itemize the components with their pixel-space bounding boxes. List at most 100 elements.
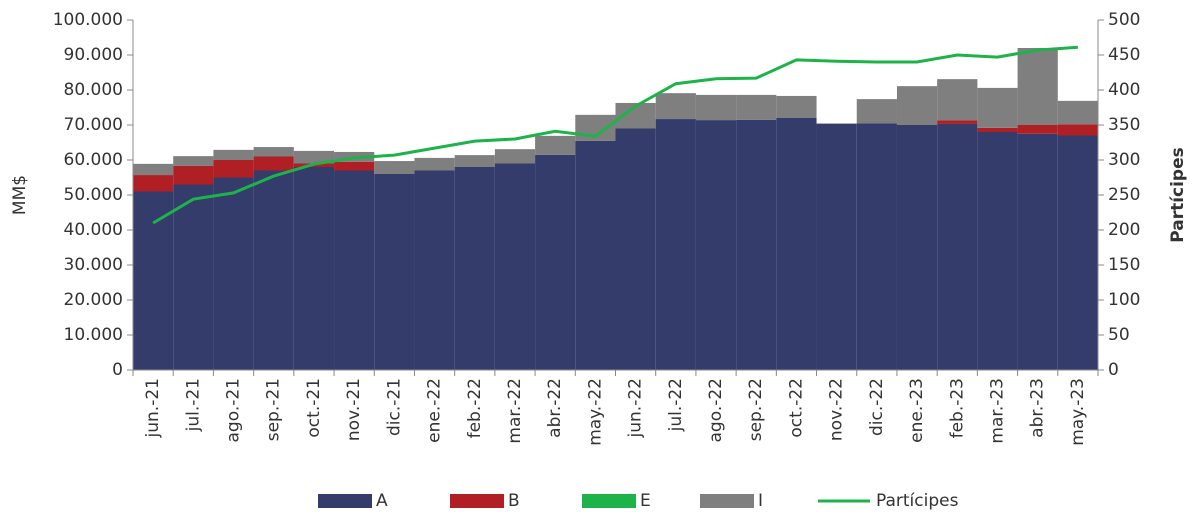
bar-segment	[374, 174, 415, 370]
bar-segment	[856, 123, 897, 370]
x-tick-label: may.-22	[585, 378, 605, 446]
legend-label: I	[758, 491, 763, 511]
x-tick-label: nov.-22	[827, 378, 847, 441]
x-tick-label: sep.-21	[264, 378, 284, 441]
bar-segment	[334, 170, 375, 370]
bar-segment	[977, 127, 1018, 132]
legend-label: B	[508, 491, 520, 511]
bar-segment	[454, 155, 495, 167]
x-tick-label: oct.-21	[304, 378, 324, 438]
bar-segment	[896, 86, 938, 125]
legend-marker	[450, 494, 504, 508]
x-tick-label: mar.-23	[987, 378, 1007, 444]
y2-tick-label: 450	[1108, 45, 1140, 65]
y2-tick-label: 250	[1108, 185, 1140, 205]
legend-marker	[582, 494, 636, 508]
x-tick-label: may.-23	[1068, 378, 1088, 446]
x-tick-label: jun.-21	[143, 378, 163, 438]
bar-segment	[253, 156, 294, 171]
x-tick-label: jul.-22	[666, 378, 686, 432]
x-tick-label: abr.-23	[1028, 378, 1048, 438]
y-axis-title: MM$	[10, 175, 30, 215]
bar-segment	[776, 95, 817, 118]
bar-segment	[816, 123, 857, 370]
y2-tick-label: 350	[1108, 115, 1140, 135]
bar-segment	[736, 94, 777, 120]
x-tick-label: feb.-23	[947, 378, 967, 438]
legend-marker	[318, 494, 372, 508]
bar-segment	[213, 149, 254, 160]
y2-tick-label: 500	[1108, 10, 1140, 30]
bar-segment	[213, 160, 254, 178]
bar-segment	[615, 128, 656, 370]
bar-segment	[133, 175, 174, 192]
bar-segment	[937, 123, 978, 370]
bar-segment	[695, 120, 737, 370]
y2-tick-label: 300	[1108, 150, 1140, 170]
bar-segment	[253, 170, 294, 370]
bar-segment	[1017, 133, 1058, 370]
bar-segment	[173, 156, 214, 166]
y-tick-label: 50.000	[64, 185, 123, 205]
bar-segment	[133, 163, 174, 176]
bar-segment	[133, 191, 174, 370]
legend-label: A	[376, 491, 388, 511]
bar-segment	[1057, 100, 1098, 125]
x-tick-label: feb.-22	[465, 378, 485, 438]
bar-segment	[1017, 125, 1058, 134]
y-tick-label: 60.000	[64, 150, 123, 170]
bar-segment	[776, 118, 817, 370]
x-tick-label: jul.-21	[183, 378, 203, 432]
y-tick-label: 30.000	[64, 255, 123, 275]
y2-tick-label: 200	[1108, 220, 1140, 240]
bar-segment	[334, 161, 375, 171]
legend-label: E	[640, 491, 651, 511]
y-tick-label: 70.000	[64, 115, 123, 135]
bar-segment	[655, 119, 696, 370]
bar-segment	[695, 94, 737, 121]
bar-segment	[736, 119, 777, 370]
bar-segment	[494, 163, 536, 370]
x-tick-label: mar.-22	[505, 378, 525, 444]
bar-segment	[454, 167, 495, 370]
y2-tick-label: 400	[1108, 80, 1140, 100]
y2-tick-label: 50	[1108, 325, 1130, 345]
bar-segment	[213, 177, 254, 370]
bar-segment	[414, 157, 455, 171]
bar-segment	[575, 140, 616, 370]
x-tick-label: ene.-22	[425, 378, 445, 443]
bar-segment	[937, 120, 978, 124]
x-tick-label: dic.-21	[384, 378, 404, 436]
x-tick-label: jun.-22	[626, 378, 646, 438]
bar-segment	[535, 135, 576, 155]
bar-segment	[414, 170, 455, 370]
y-tick-label: 90.000	[64, 45, 123, 65]
x-tick-label: ago.-22	[706, 378, 726, 442]
bar-segment	[896, 125, 938, 370]
x-tick-label: oct.-22	[786, 378, 806, 438]
bar-segment	[494, 149, 536, 164]
y-tick-label: 40.000	[64, 220, 123, 240]
y2-tick-label: 0	[1108, 360, 1119, 380]
y2-tick-label: 100	[1108, 290, 1140, 310]
x-tick-label: ene.-23	[907, 378, 927, 443]
legend-label: Partícipes	[876, 491, 959, 511]
bar-segment	[856, 99, 897, 124]
bar-segment	[293, 150, 335, 164]
line-series	[152, 45, 1079, 225]
bar-segment	[1017, 48, 1058, 125]
bar-segment	[655, 93, 696, 120]
bar-segment	[1057, 135, 1098, 370]
bar-segment	[1057, 124, 1098, 136]
bar-segment	[977, 87, 1018, 128]
bar-segment	[977, 132, 1018, 370]
bar-segment	[173, 165, 214, 185]
y-tick-label: 10.000	[64, 325, 123, 345]
x-tick-label: sep.-22	[746, 378, 766, 441]
y-tick-label: 100.000	[53, 10, 123, 30]
y2-axis-title: Partícipes	[1168, 147, 1188, 243]
x-tick-label: nov.-21	[344, 378, 364, 441]
y-tick-label: 80.000	[64, 80, 123, 100]
bar-segment	[253, 147, 294, 157]
